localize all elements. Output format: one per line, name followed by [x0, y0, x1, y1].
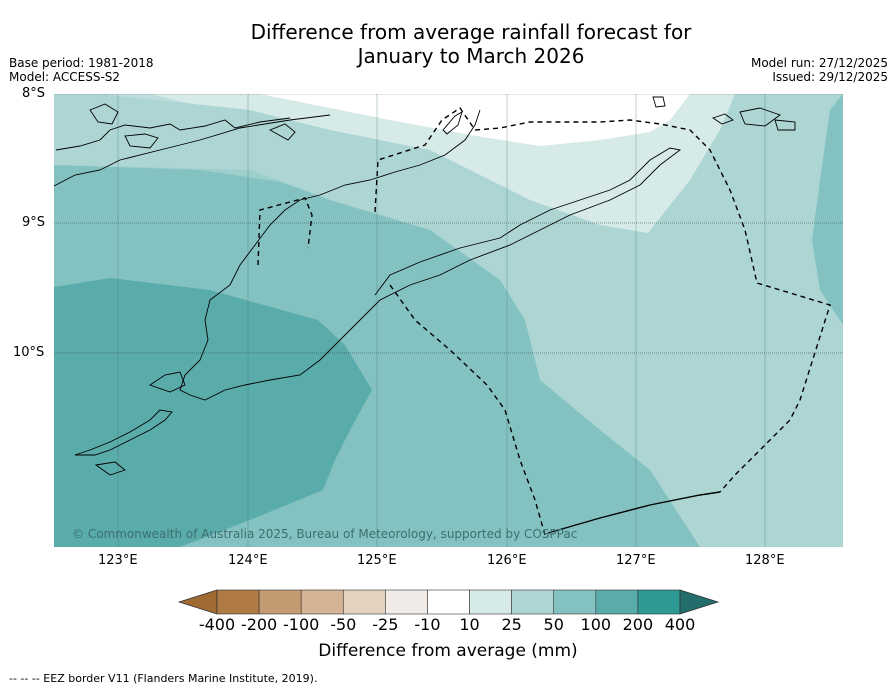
rainfall-field	[54, 94, 843, 547]
lat-label-10s: 10°S	[13, 345, 45, 360]
lat-gridlines	[54, 94, 843, 354]
colorbar-tick-label: 50	[543, 615, 564, 634]
colorbar-tick-label: -10	[414, 615, 441, 634]
colorbar-tick-label: 10	[459, 615, 480, 634]
base-period: Base period: 1981-2018	[9, 56, 154, 70]
coastlines	[54, 96, 796, 476]
colorbar-tick-label: -25	[372, 615, 399, 634]
band-neutral	[260, 94, 690, 146]
lon-label-126e: 126°E	[487, 553, 527, 568]
lon-label-123e: 123°E	[98, 553, 138, 568]
colorbar	[177, 589, 720, 615]
eez-border	[257, 107, 831, 536]
colorbar-tick-label: -400	[198, 615, 236, 634]
colorbar-tick-label: 400	[664, 615, 696, 634]
colorbar-swatch	[216, 589, 260, 615]
lon-label-124e: 124°E	[228, 553, 268, 568]
colorbar-title: Difference from average (mm)	[318, 641, 578, 661]
title-line-2: January to March 2026	[357, 44, 585, 68]
eez-footnote: -- -- -- EEZ border V11 (Flanders Marine…	[9, 672, 318, 685]
band-50-100-east	[812, 94, 843, 325]
model-run: Model run: 27/12/2025	[750, 56, 888, 70]
colorbar-swatch	[469, 589, 512, 615]
colorbar-swatch	[427, 589, 470, 615]
lon-label-125e: 125°E	[357, 553, 397, 568]
copyright-credit: © Commonwealth of Australia 2025, Bureau…	[72, 527, 578, 541]
colorbar-tick-label: 200	[622, 615, 654, 634]
colorbar-tick-label: 25	[501, 615, 522, 634]
colorbar-tick-label: 100	[580, 615, 612, 634]
colorbar-swatch	[258, 589, 302, 615]
colorbar-swatch	[595, 589, 639, 615]
band-100-200	[54, 278, 372, 547]
map-title: Difference from average rainfall forecas…	[0, 20, 896, 68]
colorbar-swatch	[511, 589, 555, 615]
colorbar-tick-label: -200	[240, 615, 278, 634]
colorbar-swatch	[300, 589, 344, 615]
model-name: Model: ACCESS-S2	[9, 70, 121, 84]
lat-label-9s: 9°S	[22, 215, 46, 230]
issued-date: Issued: 29/12/2025	[772, 70, 888, 84]
model-info: Base period: 1981-2018 Model: ACCESS-S2	[9, 56, 154, 84]
lon-label-128e: 128°E	[745, 553, 785, 568]
colorbar-extend-low	[177, 589, 218, 615]
band-25-50-upper	[54, 94, 550, 220]
eez-border-solid	[547, 491, 721, 534]
lon-label-127e: 127°E	[616, 553, 656, 568]
title-line-1: Difference from average rainfall forecas…	[250, 20, 692, 44]
colorbar-swatch	[637, 589, 681, 615]
colorbar-swatch	[342, 589, 386, 615]
gridlines	[117, 94, 766, 547]
colorbar-tick-label: -50	[330, 615, 357, 634]
colorbar-tick-label: -100	[283, 615, 320, 634]
lat-label-8s: 8°S	[22, 86, 46, 101]
colorbar-extend-high	[679, 589, 720, 615]
run-info: Model run: 27/12/2025 Issued: 29/12/2025	[751, 56, 888, 84]
colorbar-swatch	[385, 589, 428, 615]
colorbar-swatch	[553, 589, 597, 615]
